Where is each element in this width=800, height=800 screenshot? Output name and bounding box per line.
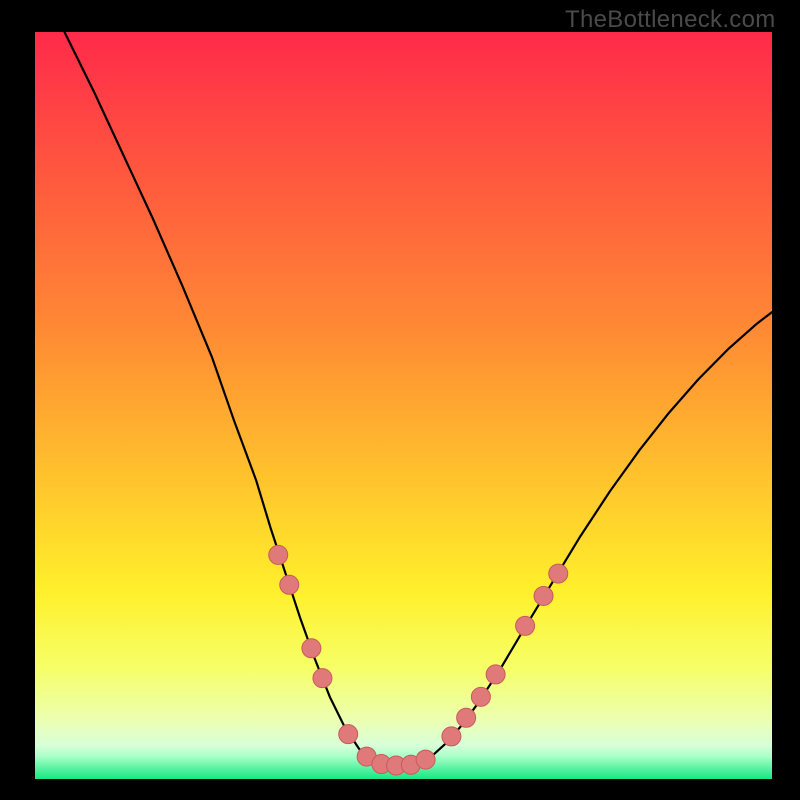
plot-gradient-area xyxy=(35,32,772,779)
watermark-text: TheBottleneck.com xyxy=(565,6,776,34)
